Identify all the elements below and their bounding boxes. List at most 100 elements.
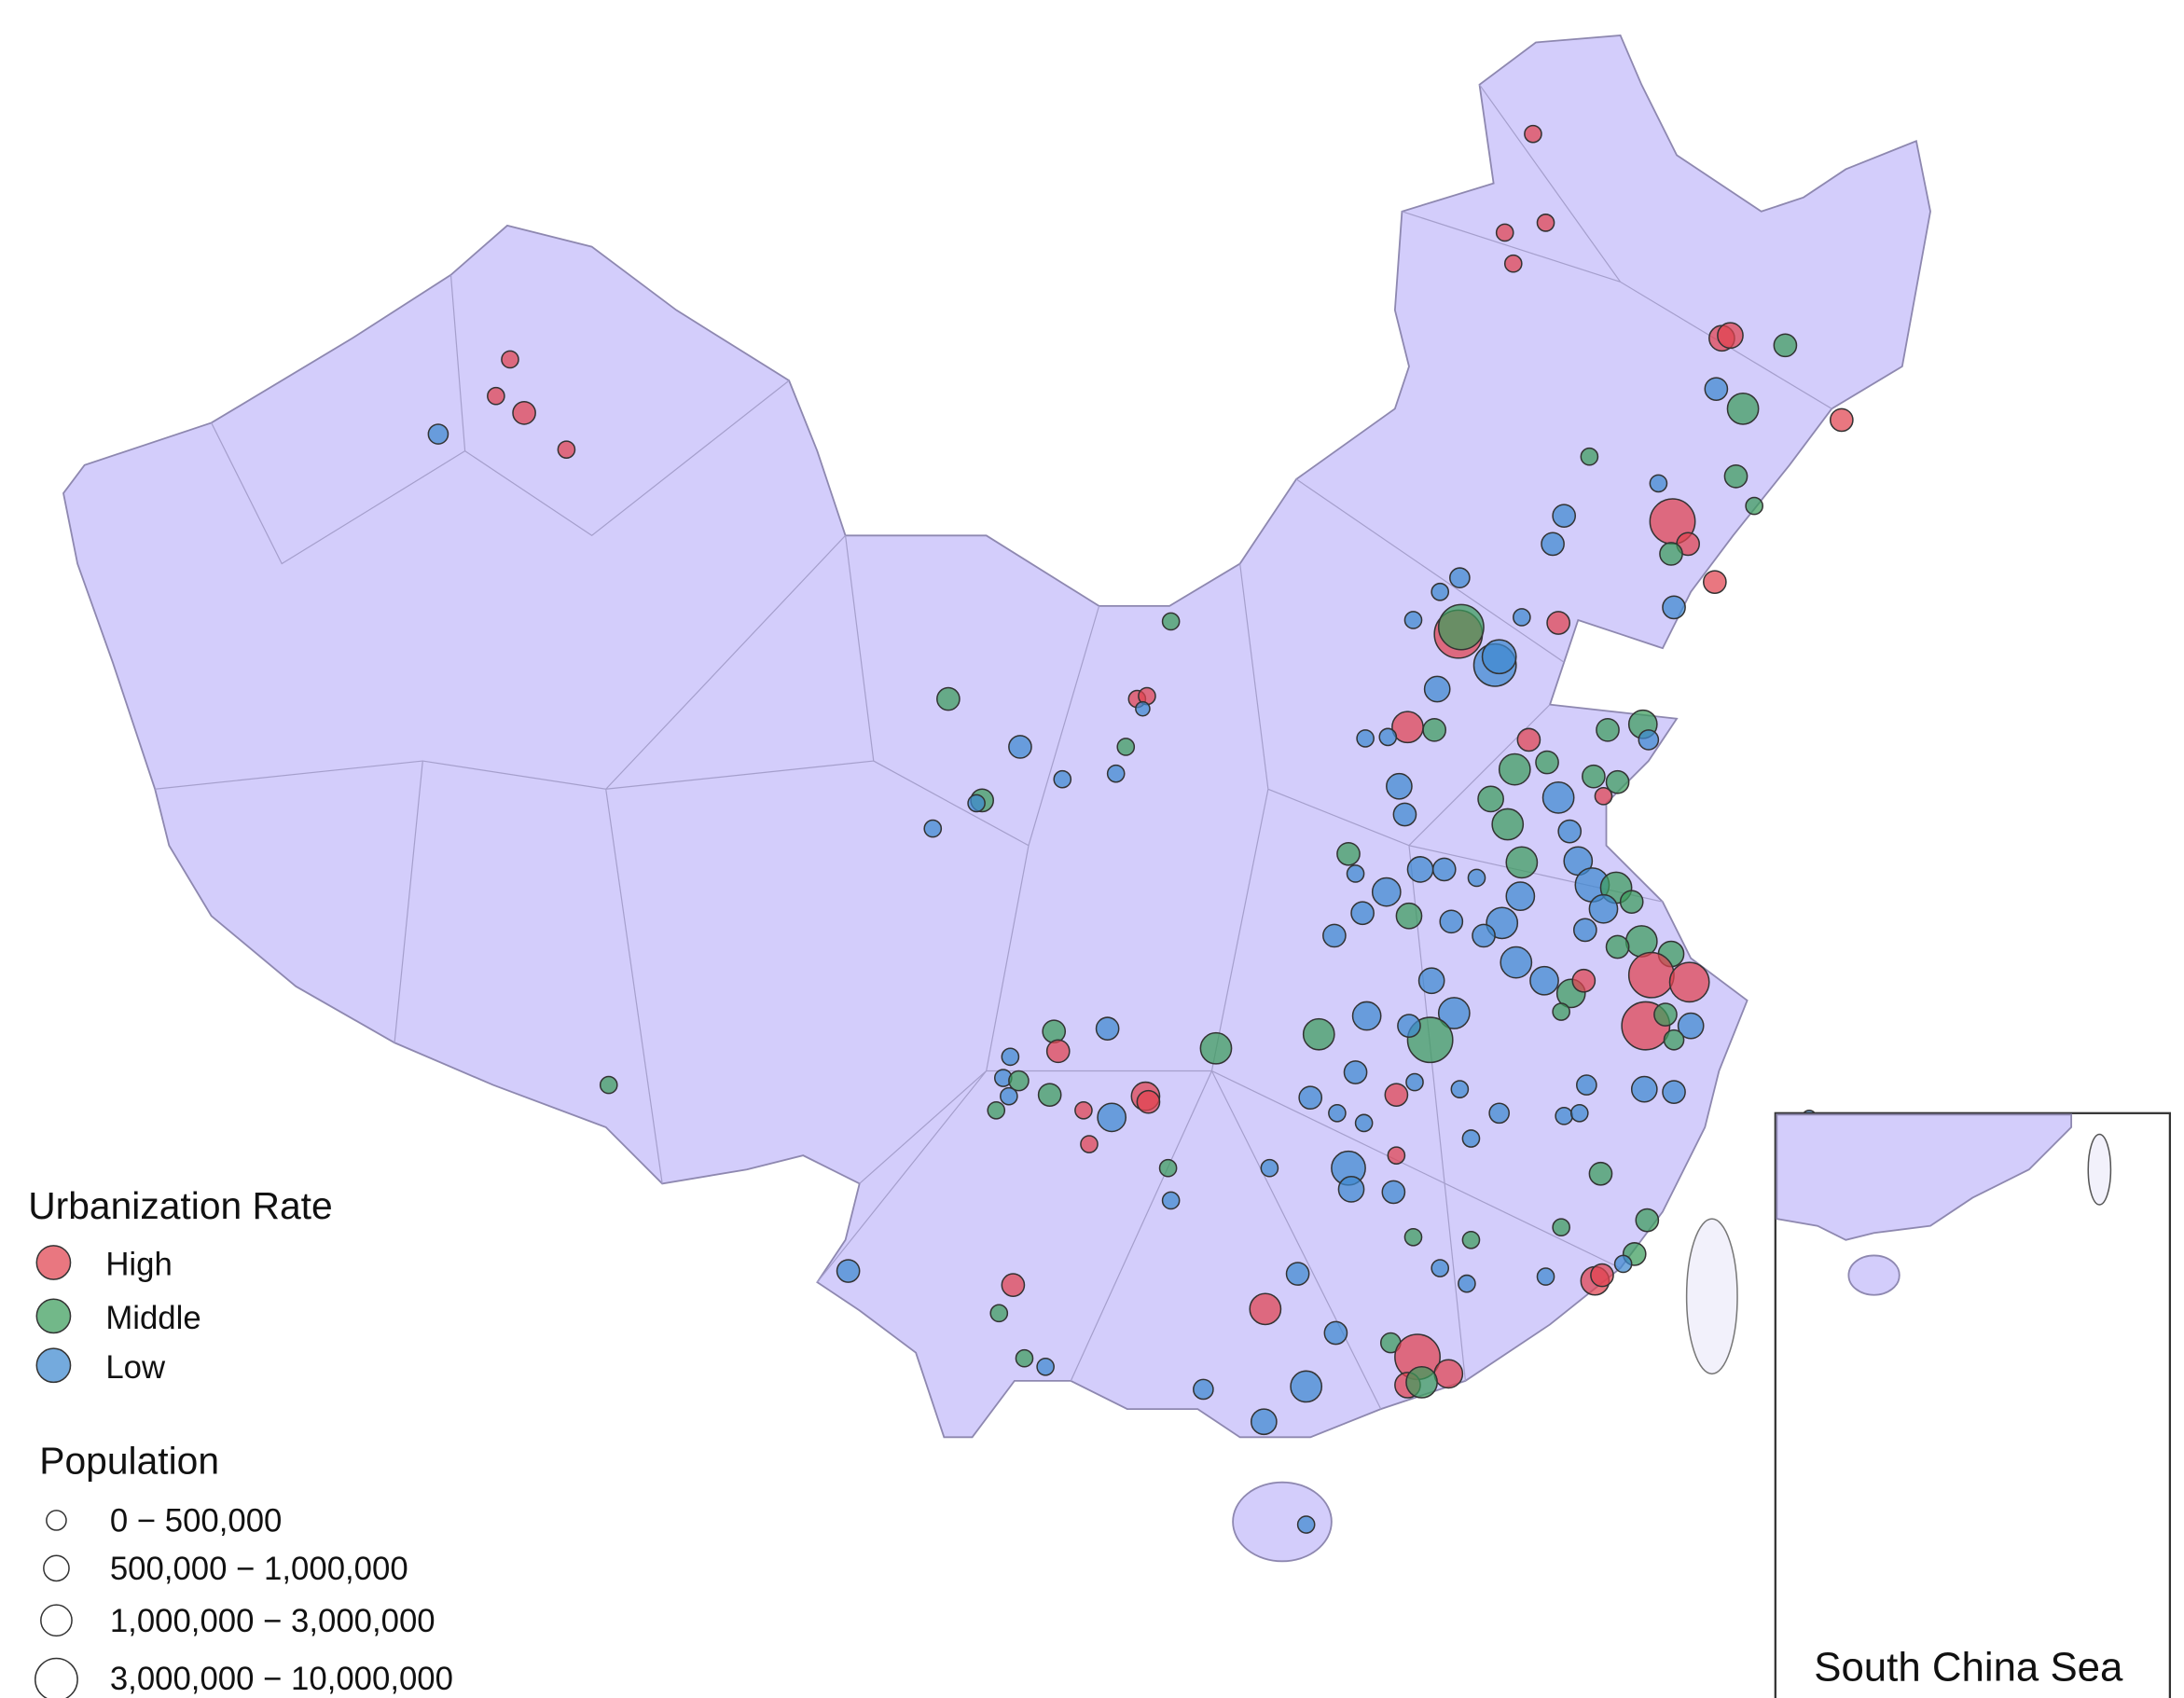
city-marker (1503, 254, 1523, 273)
legend-title: Population (39, 1440, 219, 1483)
city-marker (1431, 857, 1457, 882)
city-marker (1498, 752, 1531, 786)
size-swatch (46, 1510, 67, 1531)
city-marker (1437, 603, 1485, 651)
city-marker (1481, 639, 1517, 675)
city-marker (1080, 1135, 1099, 1153)
size-swatch (43, 1554, 70, 1582)
city-marker (1095, 1016, 1120, 1041)
city-marker (1569, 1103, 1589, 1123)
city-marker (1613, 1254, 1633, 1274)
city-marker (1036, 1357, 1055, 1376)
city-marker (557, 440, 576, 459)
city-marker (1638, 729, 1660, 751)
legend-item: High (105, 1248, 172, 1283)
city-marker (1433, 1359, 1464, 1389)
mainland (62, 34, 1931, 1563)
city-marker (1536, 214, 1555, 232)
city-marker (1106, 764, 1126, 783)
city-marker (1668, 961, 1710, 1003)
city-marker (512, 401, 536, 425)
city-marker (1431, 1259, 1450, 1277)
city-marker (1371, 877, 1402, 907)
city-marker (1015, 1348, 1034, 1368)
city-marker (1302, 1017, 1335, 1051)
city-marker (1605, 769, 1630, 794)
city-marker (1437, 997, 1471, 1029)
city-marker (1557, 819, 1583, 844)
city-marker (1431, 582, 1450, 601)
city-marker (1356, 729, 1375, 748)
city-marker (1572, 918, 1597, 943)
island (1232, 1481, 1333, 1563)
size-swatch (40, 1604, 73, 1637)
inset-island (2087, 1133, 2112, 1206)
city-marker (1323, 1320, 1348, 1346)
city-marker (1001, 1273, 1026, 1297)
city-marker (1745, 496, 1763, 516)
city-marker (1590, 1263, 1614, 1288)
legend-item: 1,000,000 − 3,000,000 (110, 1604, 435, 1639)
city-marker (1535, 750, 1559, 775)
city-marker (1829, 407, 1854, 433)
city-marker (1322, 923, 1347, 948)
city-marker (989, 1304, 1009, 1323)
city-marker (599, 1075, 618, 1095)
city-points (427, 124, 2072, 1534)
city-marker (1381, 1180, 1406, 1205)
city-marker (1726, 392, 1760, 425)
city-marker (1405, 1366, 1438, 1399)
city-marker (1630, 1075, 1658, 1103)
city-marker (1298, 1085, 1323, 1111)
island (1685, 1218, 1738, 1375)
city-marker (1449, 567, 1471, 588)
city-marker (1290, 1370, 1323, 1403)
legend-item: Low (105, 1350, 166, 1386)
city-marker (967, 794, 986, 813)
city-marker (1596, 717, 1620, 742)
city-marker (1296, 1515, 1316, 1534)
city-marker (1704, 377, 1729, 402)
city-marker (1001, 1047, 1020, 1067)
city-marker (1555, 1107, 1573, 1125)
city-marker (936, 686, 961, 711)
city-marker (1619, 890, 1644, 915)
city-marker (1384, 1083, 1409, 1108)
city-marker (1161, 612, 1181, 631)
city-marker (1423, 675, 1451, 703)
city-marker (1461, 1230, 1481, 1249)
city-marker (1158, 1158, 1178, 1178)
city-marker (1008, 735, 1032, 759)
city-marker (1417, 967, 1445, 995)
city-marker (1505, 881, 1536, 911)
city-marker (1662, 595, 1686, 620)
legend-item: Middle (105, 1301, 200, 1336)
city-marker (1649, 474, 1668, 493)
city-marker (1541, 531, 1565, 557)
city-marker (1552, 1002, 1570, 1021)
city-marker (1723, 464, 1749, 489)
city-marker (1588, 893, 1619, 924)
city-marker (1773, 333, 1798, 358)
inset-island (1847, 1254, 1901, 1296)
city-marker (1552, 504, 1577, 528)
city-marker (923, 819, 943, 838)
city-marker (1627, 951, 1675, 999)
city-marker (1516, 727, 1541, 752)
city-marker (1199, 1031, 1233, 1065)
city-marker (1536, 1267, 1555, 1286)
city-marker (1635, 1208, 1660, 1233)
city-marker (1491, 808, 1525, 841)
city-marker (1074, 1100, 1093, 1120)
city-marker (1386, 772, 1413, 800)
city-marker (1594, 787, 1613, 806)
city-marker (487, 386, 505, 406)
city-marker (1343, 1060, 1368, 1084)
city-marker (1717, 322, 1744, 350)
city-marker (1397, 1014, 1421, 1038)
city-marker (1136, 1089, 1161, 1114)
city-marker (1328, 1103, 1347, 1123)
city-marker (1250, 1408, 1278, 1436)
city-marker (1582, 764, 1606, 789)
city-marker (1605, 934, 1630, 959)
